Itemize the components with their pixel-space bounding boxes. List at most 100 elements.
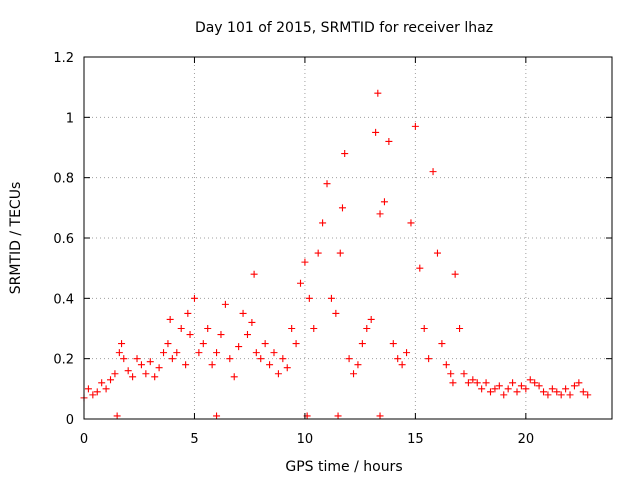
data-point (403, 349, 411, 357)
data-point (89, 391, 97, 399)
data-point (562, 385, 570, 393)
data-point (208, 361, 216, 369)
x-axis-title: GPS time / hours (285, 459, 402, 475)
data-point (182, 361, 190, 369)
data-point (186, 331, 194, 339)
data-point (522, 385, 530, 393)
x-tick-label: 0 (80, 432, 88, 447)
data-point (129, 373, 137, 381)
data-point (464, 379, 472, 387)
data-point (319, 219, 327, 227)
data-point (261, 340, 269, 348)
data-point (124, 367, 132, 375)
data-point (341, 150, 349, 158)
data-point (142, 370, 150, 378)
x-tick-label: 15 (407, 432, 424, 447)
data-point (173, 349, 181, 357)
data-point (449, 379, 457, 387)
x-tick-label: 20 (518, 432, 535, 447)
data-point (279, 355, 287, 363)
data-point (266, 361, 274, 369)
data-point (389, 340, 397, 348)
data-point (380, 198, 388, 206)
data-point (137, 361, 145, 369)
data-point (548, 385, 556, 393)
data-point (133, 355, 141, 363)
data-point (416, 264, 424, 272)
y-tick-label: 0 (66, 413, 74, 428)
data-point (297, 279, 305, 287)
data-point (199, 340, 207, 348)
data-point (120, 355, 128, 363)
data-point (230, 373, 238, 381)
data-point (334, 412, 342, 420)
data-point (274, 370, 282, 378)
data-point (292, 340, 300, 348)
chart-title: Day 101 of 2015, SRMTID for receiver lha… (195, 20, 493, 36)
data-point (146, 358, 154, 366)
data-point (204, 325, 212, 332)
data-point (102, 385, 110, 393)
data-point (113, 412, 121, 420)
data-point (288, 325, 296, 332)
grid (84, 57, 612, 419)
data-point (376, 210, 384, 218)
data-point (118, 340, 126, 348)
data-point (283, 364, 291, 372)
y-tick-label: 0.6 (53, 232, 74, 247)
data-point (235, 343, 243, 351)
data-point (447, 370, 455, 378)
data-point (433, 249, 441, 257)
y-tick-label: 1.2 (53, 51, 74, 66)
data-point (544, 391, 552, 399)
data-point (217, 331, 225, 339)
data-point (486, 388, 494, 396)
data-point (566, 391, 574, 399)
data-point (350, 370, 358, 378)
data-point (398, 361, 406, 369)
y-tick-label: 1 (66, 111, 74, 126)
axis-ticks: 0 0.2 0.4 0.6 0.8 1 1.2 0 5 10 15 20 (53, 51, 612, 447)
data-point (363, 325, 371, 332)
data-points (80, 89, 592, 420)
data-point (535, 382, 543, 390)
data-point (531, 379, 539, 387)
data-point (248, 318, 256, 326)
data-point (314, 249, 322, 257)
y-tick-label: 0.8 (53, 172, 74, 187)
data-point (482, 379, 490, 387)
data-point (151, 373, 159, 381)
data-point (98, 379, 106, 387)
data-point (570, 382, 578, 390)
data-point (358, 340, 366, 348)
data-point (478, 385, 486, 393)
data-point (184, 309, 192, 317)
data-point (177, 325, 185, 332)
data-point (575, 379, 583, 387)
data-point (374, 89, 382, 97)
data-point (500, 391, 508, 399)
data-point (345, 355, 353, 363)
data-point (160, 349, 168, 357)
y-tick-label: 0.2 (53, 353, 74, 368)
x-tick-label: 5 (190, 432, 198, 447)
data-point (301, 258, 309, 266)
data-point (367, 315, 375, 323)
data-point (213, 412, 221, 420)
data-point (305, 294, 313, 302)
data-point (239, 309, 247, 317)
data-point (168, 355, 176, 363)
data-point (394, 355, 402, 363)
data-point (250, 270, 258, 278)
data-point (557, 391, 565, 399)
x-tick-label: 10 (297, 432, 314, 447)
data-point (226, 355, 234, 363)
data-point (93, 388, 101, 396)
data-point (584, 391, 592, 399)
data-point (221, 300, 229, 308)
data-point (372, 128, 380, 136)
data-point (553, 388, 561, 396)
data-point (451, 270, 459, 278)
